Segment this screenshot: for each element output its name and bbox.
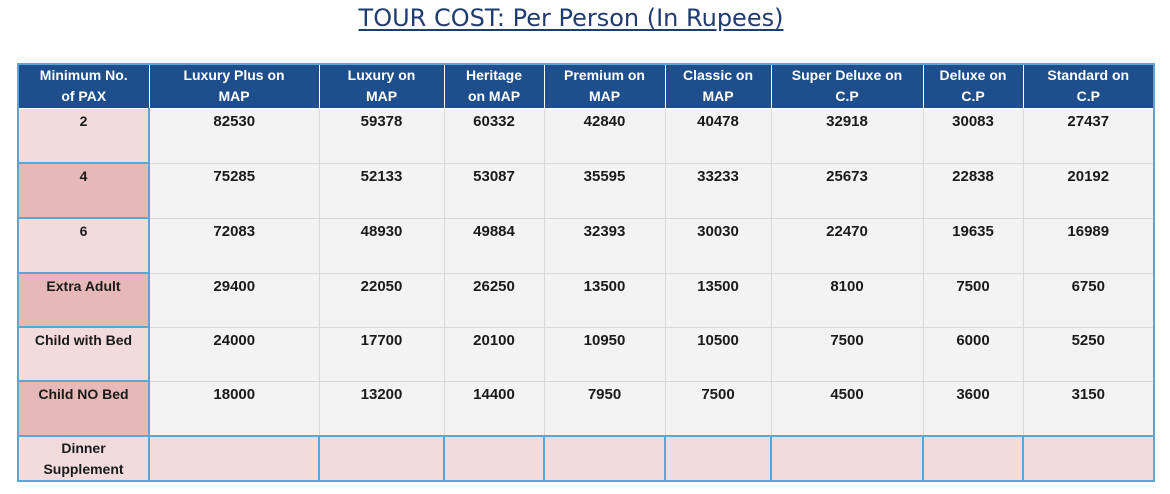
price-cell [543, 435, 666, 482]
table-row: Child NO Bed 18000 13200 14400 7950 7500… [17, 380, 1155, 437]
price-cell [922, 435, 1024, 482]
table-row: Child with Bed 24000 17700 20100 10950 1… [17, 326, 1155, 382]
price-cell: 25673 [770, 162, 924, 219]
price-cell: 6750 [1022, 272, 1155, 328]
tour-cost-table: Minimum No. of PAX Luxury Plus on MAP Luxu… [17, 63, 1155, 482]
price-cell: 60332 [443, 107, 545, 164]
table-row: Extra Adult 29400 22050 26250 13500 1350… [17, 272, 1155, 328]
row-label: 6 [17, 218, 150, 274]
price-cell: 19635 [922, 217, 1024, 274]
price-cell: 5250 [1022, 326, 1155, 382]
row-label: Extra Adult [17, 273, 150, 328]
column-header: Super Deluxe on C.P [770, 63, 924, 109]
price-cell: 3600 [922, 380, 1024, 437]
column-header: Heritage on MAP [443, 63, 545, 109]
price-cell: 7500 [664, 380, 772, 437]
row-label: Dinner Supplement [17, 435, 150, 482]
price-cell: 49884 [443, 217, 545, 274]
price-cell: 33233 [664, 162, 772, 219]
price-cell: 82530 [148, 107, 320, 164]
price-cell: 42840 [543, 107, 666, 164]
price-cell: 22838 [922, 162, 1024, 219]
price-cell: 53087 [443, 162, 545, 219]
price-cell: 30030 [664, 217, 772, 274]
price-cell: 27437 [1022, 107, 1155, 164]
price-cell: 72083 [148, 217, 320, 274]
price-cell: 29400 [148, 272, 320, 328]
price-cell: 22470 [770, 217, 924, 274]
table-row: 4 75285 52133 53087 35595 33233 25673 22… [17, 162, 1155, 219]
price-cell: 35595 [543, 162, 666, 219]
price-cell: 7950 [543, 380, 666, 437]
column-header: Classic on MAP [664, 63, 772, 109]
price-cell [1022, 435, 1155, 482]
price-cell: 14400 [443, 380, 545, 437]
price-cell: 59378 [318, 107, 445, 164]
price-cell: 6000 [922, 326, 1024, 382]
price-cell: 13200 [318, 380, 445, 437]
price-cell [443, 435, 545, 482]
price-cell [148, 435, 320, 482]
page-title: TOUR COST: Per Person (In Rupees) [358, 4, 784, 32]
price-cell: 30083 [922, 107, 1024, 164]
column-header: Luxury Plus on MAP [148, 63, 320, 109]
price-cell: 7500 [770, 326, 924, 382]
price-cell: 7500 [922, 272, 1024, 328]
column-header: Luxury on MAP [318, 63, 445, 109]
price-cell: 75285 [148, 162, 320, 219]
price-cell: 52133 [318, 162, 445, 219]
row-label: 2 [17, 108, 150, 164]
table-row: 2 82530 59378 60332 42840 40478 32918 30… [17, 107, 1155, 164]
price-cell: 3150 [1022, 380, 1155, 437]
price-cell [318, 435, 445, 482]
row-label: Child NO Bed [17, 381, 150, 437]
price-cell: 13500 [543, 272, 666, 328]
table-row: 6 72083 48930 49884 32393 30030 22470 19… [17, 217, 1155, 274]
price-cell: 48930 [318, 217, 445, 274]
header-row: Minimum No. of PAX Luxury Plus on MAP Luxu… [17, 63, 1155, 109]
price-cell: 26250 [443, 272, 545, 328]
column-header: Premium on MAP [543, 63, 666, 109]
row-label: 4 [17, 163, 150, 219]
price-cell: 32918 [770, 107, 924, 164]
price-cell: 13500 [664, 272, 772, 328]
column-header: Minimum No. of PAX [17, 63, 150, 109]
price-cell: 8100 [770, 272, 924, 328]
price-cell: 24000 [148, 326, 320, 382]
price-cell: 32393 [543, 217, 666, 274]
price-cell: 17700 [318, 326, 445, 382]
price-cell: 20100 [443, 326, 545, 382]
price-cell: 4500 [770, 380, 924, 437]
price-cell [770, 435, 924, 482]
row-label: Child with Bed [17, 327, 150, 382]
price-cell: 20192 [1022, 162, 1155, 219]
column-header: Standard on C.P [1022, 63, 1155, 109]
price-cell: 22050 [318, 272, 445, 328]
column-header: Deluxe on C.P [922, 63, 1024, 109]
price-cell: 18000 [148, 380, 320, 437]
price-cell: 40478 [664, 107, 772, 164]
dinner-supplement-row: Dinner Supplement [17, 435, 1155, 482]
price-cell: 10500 [664, 326, 772, 382]
price-cell [664, 435, 772, 482]
price-cell: 10950 [543, 326, 666, 382]
price-cell: 16989 [1022, 217, 1155, 274]
